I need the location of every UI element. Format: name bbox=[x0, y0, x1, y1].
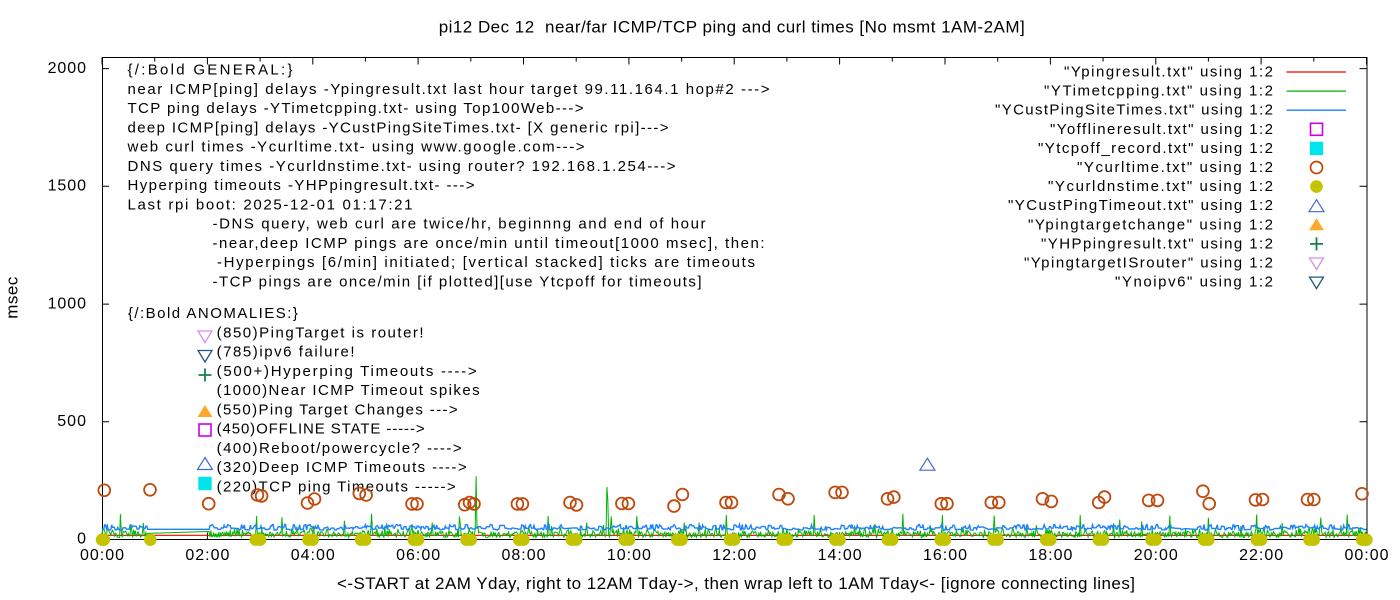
svg-text:(500+)Hyperping Timeouts ---->: (500+)Hyperping Timeouts ----> bbox=[217, 363, 477, 380]
svg-text:web curl times -Ycurltime.txt-: web curl times -Ycurltime.txt- using www… bbox=[127, 139, 585, 156]
svg-text:TCP ping delays -YTimetcpping.: TCP ping delays -YTimetcpping.txt- using… bbox=[128, 100, 584, 117]
svg-text:14:00: 14:00 bbox=[818, 547, 862, 564]
svg-text:10:00: 10:00 bbox=[607, 547, 651, 564]
svg-text:"Ynoipv6" using 1:2: "Ynoipv6" using 1:2 bbox=[1115, 274, 1273, 291]
svg-text:08:00: 08:00 bbox=[502, 547, 546, 564]
svg-text:{/:Bold ANOMALIES:}: {/:Bold ANOMALIES:} bbox=[128, 305, 298, 322]
svg-text:22:00: 22:00 bbox=[1239, 547, 1283, 564]
svg-text:500: 500 bbox=[57, 413, 86, 430]
svg-text:2000: 2000 bbox=[48, 60, 86, 77]
svg-text:0: 0 bbox=[77, 531, 86, 548]
svg-text:12:00: 12:00 bbox=[712, 547, 756, 564]
svg-text:06:00: 06:00 bbox=[396, 547, 440, 564]
svg-text:1500: 1500 bbox=[48, 178, 86, 195]
svg-text:(220)TCP ping Timeouts ----->: (220)TCP ping Timeouts -----> bbox=[217, 478, 456, 495]
svg-text:"YCustPingTimeout.txt" using 1: "YCustPingTimeout.txt" using 1:2 bbox=[1008, 197, 1273, 214]
svg-text:(320)Deep ICMP Timeouts ---->: (320)Deep ICMP Timeouts ----> bbox=[217, 459, 467, 476]
svg-text:18:00: 18:00 bbox=[1028, 547, 1072, 564]
svg-text:(450)OFFLINE STATE ----->: (450)OFFLINE STATE -----> bbox=[217, 421, 425, 438]
svg-text:"YHPpingresult.txt" using 1:2: "YHPpingresult.txt" using 1:2 bbox=[1041, 235, 1273, 252]
svg-text:<-START at 2AM Yday, right to: <-START at 2AM Yday, right to 12AM Tday-… bbox=[337, 574, 1135, 593]
svg-text:(785)ipv6 failure!: (785)ipv6 failure! bbox=[217, 344, 355, 361]
svg-text:"Ycurldnstime.txt" using 1:2: "Ycurldnstime.txt" using 1:2 bbox=[1048, 178, 1273, 195]
svg-text:"Ytcpoff_record.txt" using 1:2: "Ytcpoff_record.txt" using 1:2 bbox=[1038, 140, 1273, 157]
svg-text:"Ycurltime.txt" using 1:2: "Ycurltime.txt" using 1:2 bbox=[1077, 159, 1273, 176]
svg-text:20:00: 20:00 bbox=[1134, 547, 1178, 564]
svg-text:Hyperping timeouts -YHPpingres: Hyperping timeouts -YHPpingresult.txt- -… bbox=[128, 177, 475, 194]
svg-text:"YpingtargetISrouter" using 1:: "YpingtargetISrouter" using 1:2 bbox=[1024, 255, 1273, 272]
svg-text:-near,deep ICMP pings are once: -near,deep ICMP pings are once/min until… bbox=[213, 235, 765, 252]
svg-text:00:00: 00:00 bbox=[1345, 547, 1389, 564]
svg-text:deep ICMP[ping] delays -YCustP: deep ICMP[ping] delays -YCustPingSiteTim… bbox=[128, 119, 669, 136]
svg-text:1000: 1000 bbox=[48, 295, 86, 312]
svg-text:"YCustPingSiteTimes.txt" using: "YCustPingSiteTimes.txt" using 1:2 bbox=[995, 102, 1273, 119]
svg-text:00:00: 00:00 bbox=[80, 547, 124, 564]
svg-text:-TCP pings are once/min [if pl: -TCP pings are once/min [if plotted][use… bbox=[213, 273, 702, 290]
svg-text:{/:Bold GENERAL:}: {/:Bold GENERAL:} bbox=[128, 62, 293, 79]
svg-text:16:00: 16:00 bbox=[923, 547, 967, 564]
svg-text:DNS query times -Ycurldnstime.: DNS query times -Ycurldnstime.txt- using… bbox=[128, 158, 676, 175]
svg-text:Last rpi boot: 2025-12-01 01:1: Last rpi boot: 2025-12-01 01:17:21 bbox=[128, 196, 413, 213]
svg-text:pi12 Dec 12 near/far ICMP/TCP: pi12 Dec 12 near/far ICMP/TCP ping and c… bbox=[439, 18, 1025, 37]
svg-text:-DNS query, web curl are twice: -DNS query, web curl are twice/hr, begin… bbox=[213, 216, 706, 233]
svg-text:02:00: 02:00 bbox=[185, 547, 229, 564]
svg-text:04:00: 04:00 bbox=[291, 547, 335, 564]
svg-text:(850)PingTarget is router!: (850)PingTarget is router! bbox=[217, 324, 424, 341]
svg-text:-Hyperpings [6/min] initiated;: -Hyperpings [6/min] initiated; [vertical… bbox=[217, 254, 755, 271]
svg-text:"Ypingtargetchange" using 1:2: "Ypingtargetchange" using 1:2 bbox=[1028, 216, 1273, 233]
svg-text:"Ypingresult.txt" using 1:2: "Ypingresult.txt" using 1:2 bbox=[1064, 64, 1273, 81]
svg-text:"YTimetcpping.txt" using 1:2: "YTimetcpping.txt" using 1:2 bbox=[1044, 83, 1273, 100]
svg-text:msec: msec bbox=[3, 276, 22, 319]
svg-text:near ICMP[ping] delays -Ypingr: near ICMP[ping] delays -Ypingresult.txt … bbox=[128, 81, 770, 98]
svg-text:(1000)Near ICMP Timeout spikes: (1000)Near ICMP Timeout spikes bbox=[217, 382, 480, 399]
svg-text:(550)Ping Target Changes --->: (550)Ping Target Changes ---> bbox=[217, 401, 458, 418]
svg-text:"Yofflineresult.txt" using 1:2: "Yofflineresult.txt" using 1:2 bbox=[1050, 121, 1273, 138]
svg-text:(400)Reboot/powercycle? ---->: (400)Reboot/powercycle? ----> bbox=[217, 440, 462, 457]
